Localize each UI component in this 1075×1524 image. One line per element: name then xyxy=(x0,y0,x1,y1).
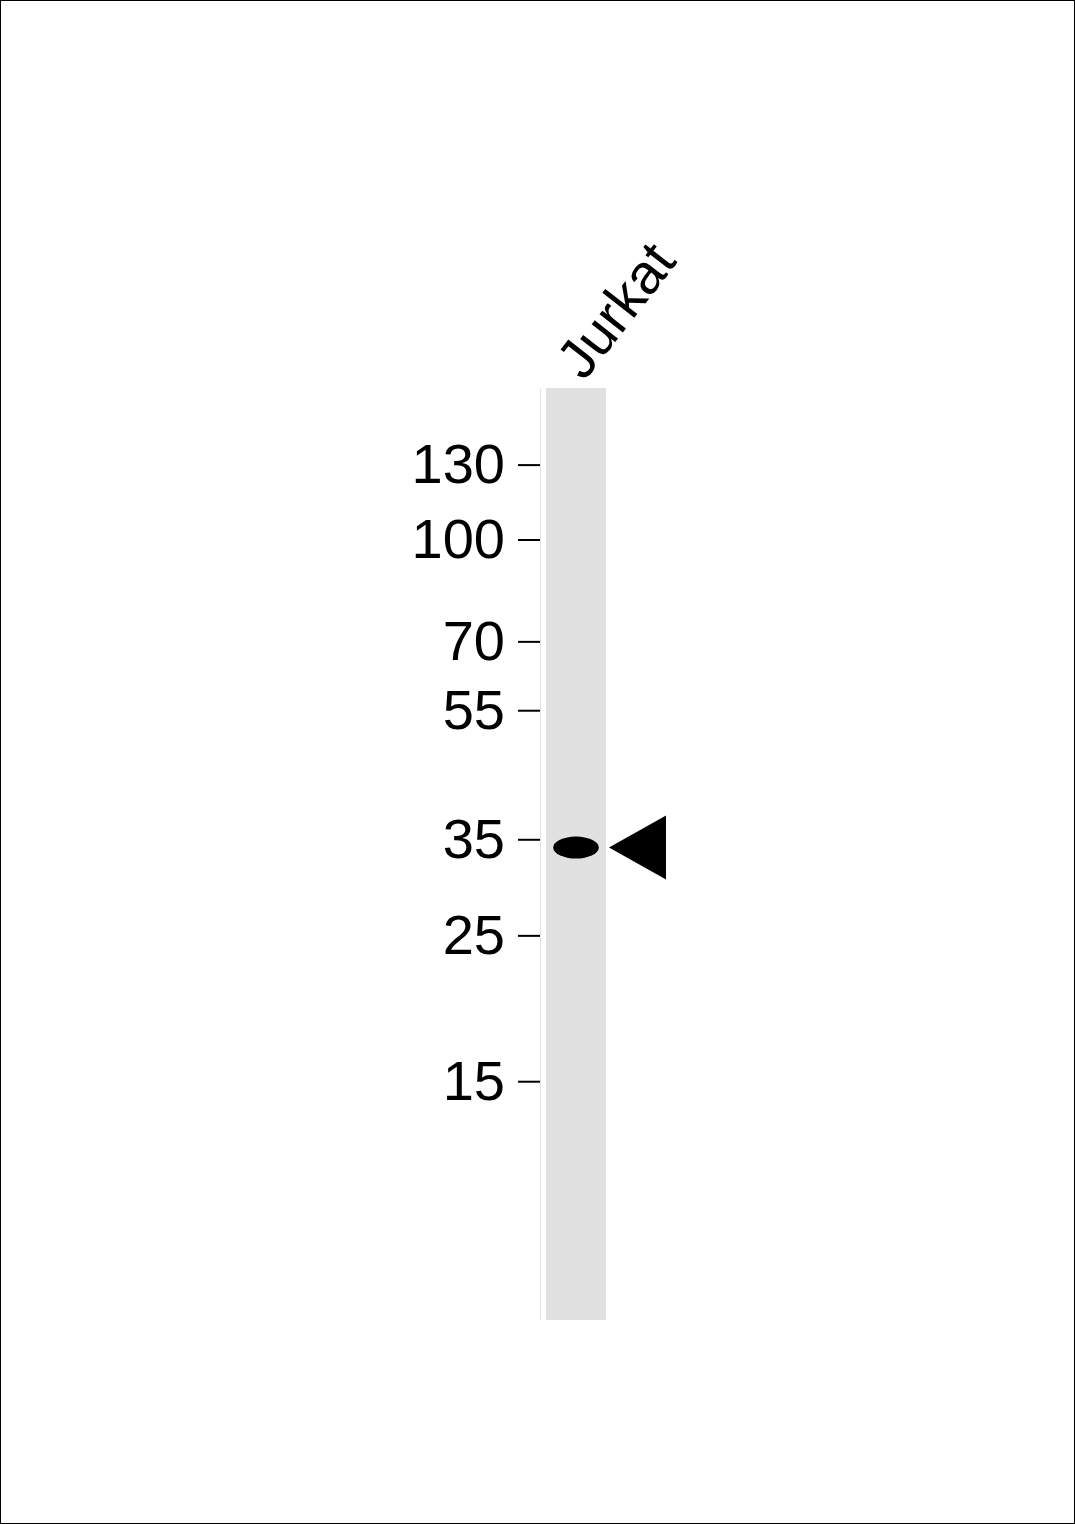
tick-mark xyxy=(518,710,540,712)
band xyxy=(553,837,599,859)
tick: 70 xyxy=(443,609,540,672)
figure: 130 100 7055 35 25 15 Jurkat xyxy=(0,0,1075,1524)
lane-label: Jurkat xyxy=(544,230,688,389)
lane xyxy=(546,388,606,1320)
tick-mark xyxy=(518,464,540,466)
tick-label: 130 xyxy=(412,432,505,495)
figure-border xyxy=(1,1,1075,1524)
tick: 35 xyxy=(443,807,540,870)
tick-mark xyxy=(518,641,540,643)
lane-labels: Jurkat xyxy=(544,230,688,389)
tick-label: 25 xyxy=(443,903,505,966)
tick-label: 35 xyxy=(443,807,505,870)
tick-mark xyxy=(518,539,540,541)
tick: 55 xyxy=(443,678,540,741)
tick-mark xyxy=(518,839,540,841)
tick-mark xyxy=(518,1081,540,1083)
tick-label: 15 xyxy=(443,1049,505,1112)
tick-label: 100 xyxy=(412,507,505,570)
axis-line xyxy=(540,389,541,1321)
bands xyxy=(553,837,599,859)
lanes xyxy=(546,388,606,1320)
tick-label: 70 xyxy=(443,609,505,672)
tick-mark xyxy=(518,935,540,937)
y-axis: 130 100 7055 35 25 15 xyxy=(412,389,541,1321)
arrows xyxy=(609,816,666,880)
tick: 130 xyxy=(412,432,540,495)
tick: 100 xyxy=(412,507,540,570)
tick-label: 55 xyxy=(443,678,505,741)
tick: 15 xyxy=(443,1049,540,1112)
arrowhead xyxy=(609,816,666,880)
tick: 25 xyxy=(443,903,540,966)
